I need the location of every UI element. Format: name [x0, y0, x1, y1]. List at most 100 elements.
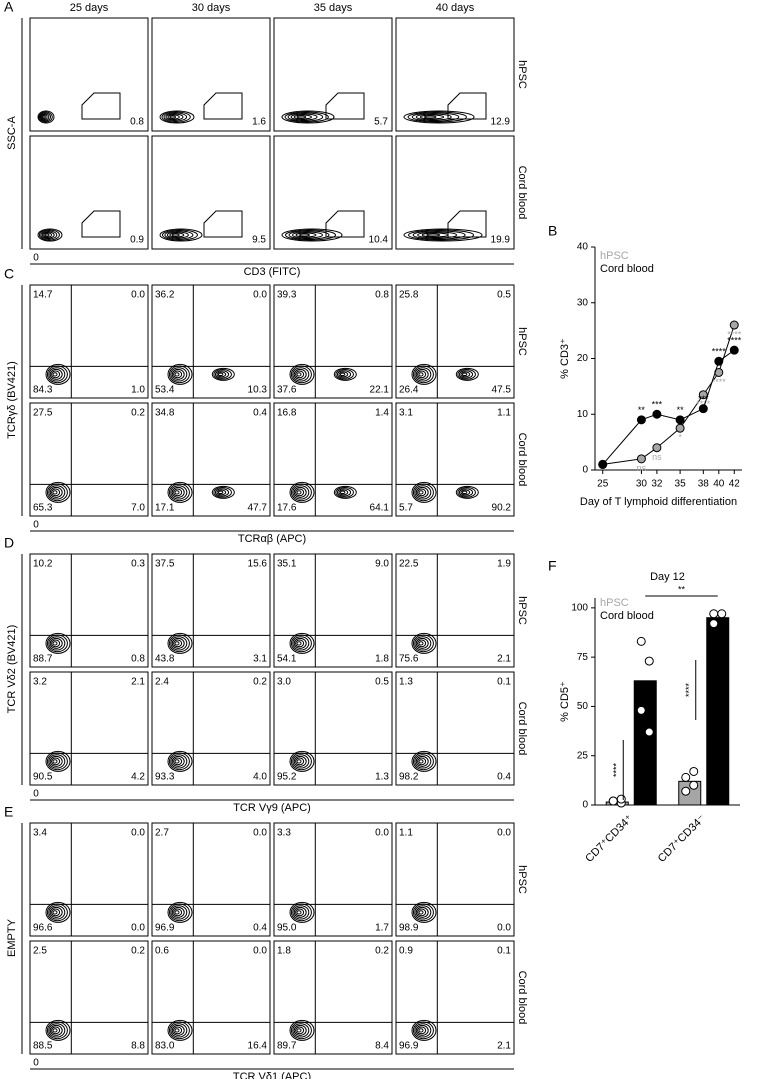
contour	[415, 486, 429, 498]
plot-frame	[29, 402, 149, 517]
contour	[295, 370, 305, 379]
contour	[171, 906, 185, 918]
contour	[168, 1021, 190, 1040]
data-point	[636, 636, 646, 646]
quadrant-value: 83.0	[155, 1041, 175, 1052]
contour	[292, 231, 323, 239]
plot-frame	[29, 822, 149, 937]
bar	[633, 680, 657, 806]
significance: ****	[612, 763, 622, 778]
contour	[48, 367, 66, 382]
quadrant-value: 36.2	[155, 290, 175, 301]
x-axis-label: TCRαβ (APC)	[238, 533, 306, 545]
contour	[171, 637, 185, 649]
contour	[414, 1023, 432, 1038]
quadrant-value: 3.4	[33, 828, 47, 839]
plot-frame	[29, 284, 149, 399]
quadrant-value: 64.1	[370, 503, 390, 514]
quadrant-value: 4.0	[253, 772, 267, 783]
bar	[706, 617, 730, 806]
significance: ****	[727, 336, 742, 346]
contour	[164, 230, 194, 240]
quadrant-value: 0.4	[497, 772, 511, 783]
contour	[407, 111, 467, 123]
contour	[51, 370, 61, 379]
contour	[51, 1026, 61, 1035]
quadrant-value: 3.2	[33, 677, 47, 688]
contour	[290, 752, 312, 771]
contour	[415, 906, 429, 918]
quadrant-value: 75.6	[399, 654, 419, 665]
plot-frame	[151, 284, 271, 399]
quadrant-value: 1.9	[497, 559, 511, 570]
gate-value: 1.6	[252, 117, 266, 128]
legend-entry: hPSC	[600, 250, 629, 262]
contour	[48, 485, 66, 500]
panel-letter: E	[4, 804, 13, 820]
data-point	[644, 727, 654, 737]
y-axis-label: TCRγδ (BV421)	[6, 361, 18, 439]
contour	[216, 371, 227, 378]
quadrant-value: 4.2	[131, 772, 145, 783]
contour	[165, 113, 184, 121]
quadrant-value: 90.5	[33, 772, 53, 783]
y-tick-label: 0	[582, 800, 588, 811]
series-line	[602, 349, 735, 465]
contour	[415, 755, 429, 767]
contour	[414, 754, 432, 769]
y-tick-label: 50	[577, 701, 589, 712]
plot-frame	[395, 940, 515, 1055]
contour	[455, 367, 479, 381]
row-label: Cord blood	[516, 166, 528, 220]
significance: ****	[712, 347, 727, 357]
contour	[457, 369, 476, 380]
quadrant-value: 22.1	[370, 385, 390, 396]
data-point	[729, 320, 739, 330]
contour	[411, 363, 437, 385]
contour	[292, 905, 310, 920]
legend-entry: Cord blood	[600, 610, 654, 622]
data-point	[616, 794, 626, 804]
quadrant-value: 0.5	[497, 290, 511, 301]
contour	[174, 641, 180, 646]
contour	[457, 487, 476, 498]
contour	[417, 488, 427, 497]
significance: ns	[652, 452, 662, 462]
x-axis-label: Day of T lymphoid differentiation	[580, 496, 737, 508]
contour	[40, 113, 50, 121]
plot-frame	[29, 940, 149, 1055]
contour	[417, 639, 427, 648]
quadrant-value: 25.8	[399, 290, 419, 301]
contour	[217, 372, 224, 377]
quadrant-value: 27.5	[33, 408, 53, 419]
quadrant-value: 53.4	[155, 385, 175, 396]
x-tick-label: 32	[651, 479, 663, 490]
quadrant-value: 15.6	[248, 559, 268, 570]
significance: ***	[698, 394, 709, 404]
contour	[299, 233, 310, 237]
contour	[174, 490, 180, 495]
contour	[408, 229, 475, 241]
quadrant-value: 26.4	[399, 385, 419, 396]
plot-frame	[151, 671, 271, 786]
plot-frame	[29, 671, 149, 786]
contour	[295, 488, 305, 497]
contour	[333, 367, 357, 381]
y-axis-label: % CD3⁺	[559, 338, 571, 379]
contour	[48, 1023, 66, 1038]
quadrant-value: 47.7	[248, 503, 268, 514]
legend-entry: Cord blood	[600, 263, 654, 275]
contour	[293, 755, 307, 767]
y-tick-label: 25	[577, 750, 589, 761]
contour	[51, 488, 61, 497]
contour	[173, 908, 183, 917]
contour	[418, 490, 424, 495]
contour	[170, 905, 188, 920]
quadrant-value: 17.6	[277, 503, 297, 514]
contour	[213, 487, 232, 498]
gate-value: 0.9	[130, 235, 144, 246]
significance: **	[677, 405, 685, 415]
gate-value: 10.4	[369, 235, 389, 246]
contour	[414, 636, 432, 651]
quadrant-value: 0.2	[131, 946, 145, 957]
